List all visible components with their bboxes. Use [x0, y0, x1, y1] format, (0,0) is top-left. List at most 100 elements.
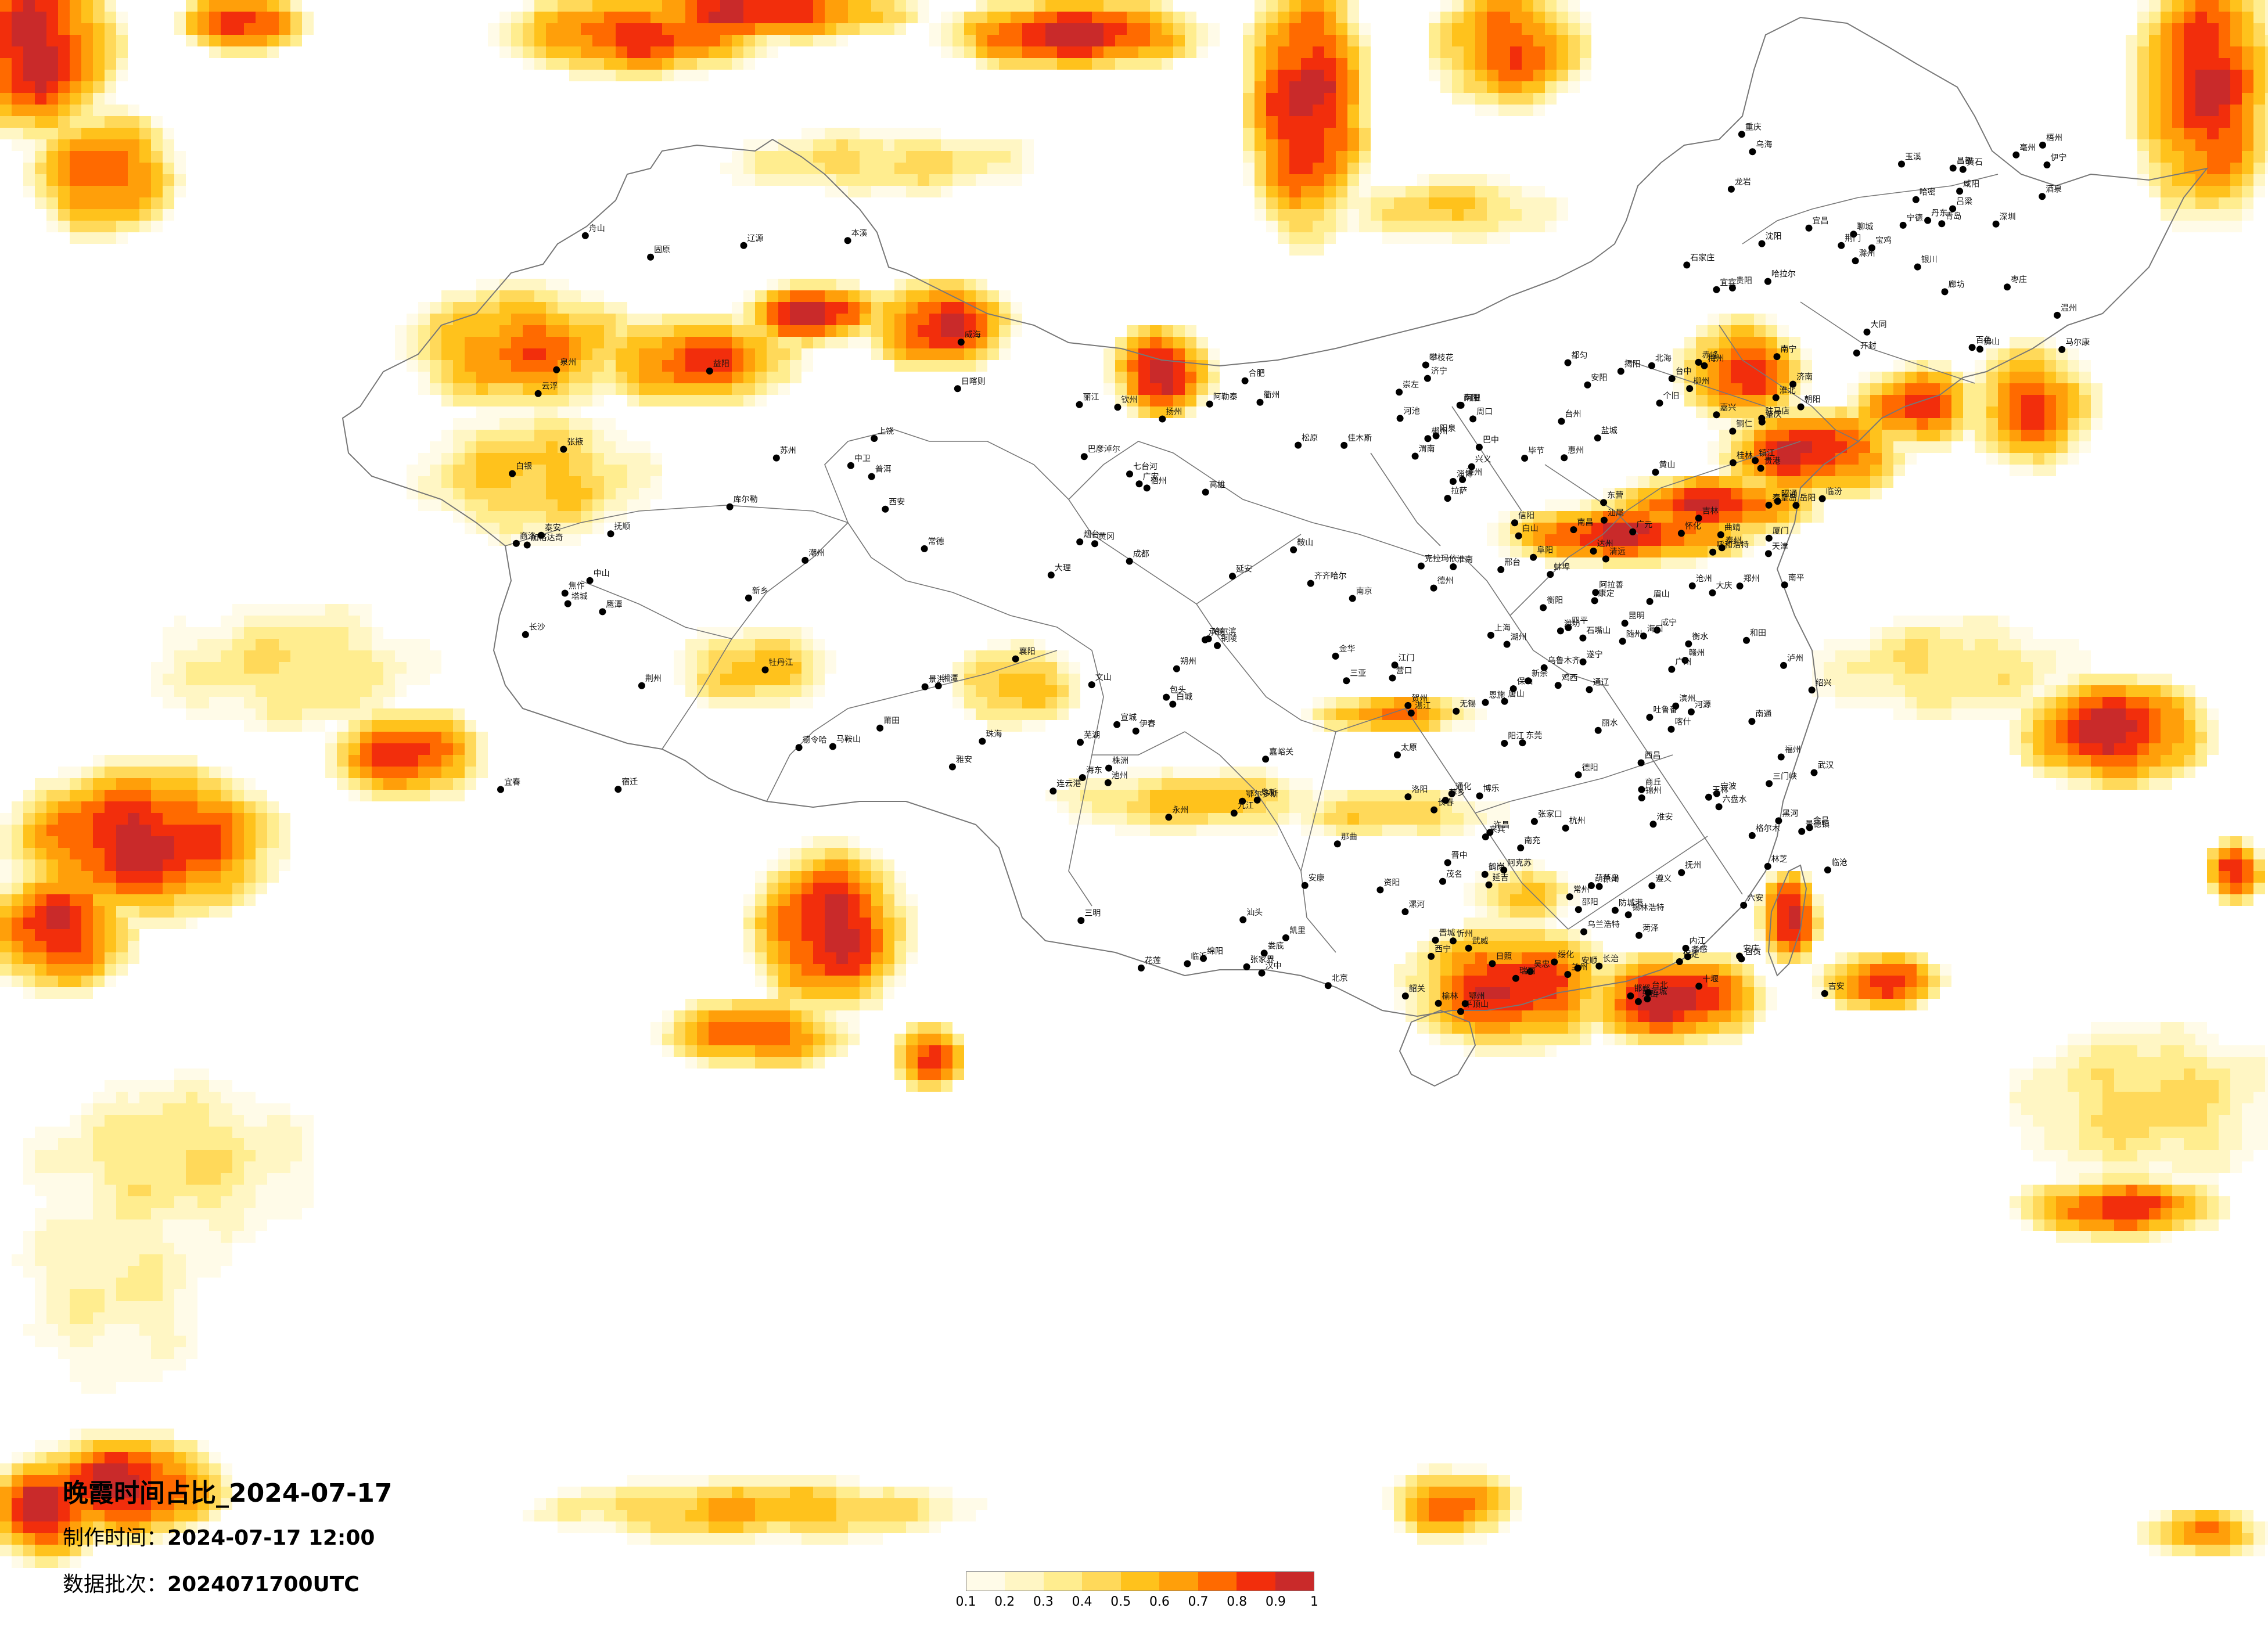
heat-cell — [2137, 70, 2149, 81]
heat-cell — [1731, 1022, 1742, 1034]
heat-cell — [58, 836, 70, 848]
heat-cell — [128, 1092, 139, 1103]
heat-cell — [871, 859, 883, 871]
heat-cell — [1162, 46, 1173, 58]
heat-cell — [569, 348, 581, 360]
heat-cell — [23, 12, 35, 23]
heat-cell — [1975, 395, 1986, 406]
heat-cell — [1487, 952, 1498, 964]
heat-cell — [697, 46, 709, 58]
heat-cell — [883, 12, 894, 23]
heat-cell — [12, 952, 23, 964]
heat-cell — [2172, 1092, 2184, 1103]
heat-cell — [1522, 952, 1533, 964]
heat-cell — [465, 453, 476, 465]
heat-cell — [2230, 883, 2242, 894]
heat-cell — [1487, 987, 1498, 999]
heat-cell — [1742, 488, 1754, 499]
heat-cell — [12, 139, 23, 151]
heat-cell — [1022, 720, 1034, 732]
heat-cell — [1057, 12, 1069, 23]
heat-cell — [2195, 58, 2207, 70]
heat-cell — [35, 197, 46, 209]
heat-cell — [894, 279, 906, 290]
heat-cell — [0, 46, 12, 58]
heat-cell — [1406, 999, 1417, 1010]
heat-cell — [2265, 1057, 2268, 1069]
heat-cell — [1580, 534, 1591, 546]
heat-cell — [755, 23, 767, 35]
heat-cell — [476, 279, 488, 290]
heat-cell — [894, 952, 906, 964]
heat-cell — [2137, 767, 2149, 778]
heat-cell — [1626, 1010, 1638, 1022]
heat-cell — [197, 790, 209, 801]
heat-cell — [70, 23, 81, 35]
heat-cell — [1301, 163, 1313, 174]
heat-cell — [1417, 174, 1429, 186]
heat-cell — [1045, 35, 1057, 46]
heat-cell — [46, 0, 58, 12]
heat-cell — [1766, 325, 1777, 337]
heat-cell — [2207, 116, 2219, 128]
heat-cell — [1917, 372, 1928, 383]
heat-cell — [81, 151, 93, 163]
heat-cell — [2068, 406, 2079, 418]
heat-cell — [1754, 325, 1766, 337]
heat-cell — [1731, 488, 1742, 499]
heat-cell — [2207, 708, 2219, 720]
heat-cell — [1870, 488, 1882, 499]
heat-cell — [1812, 976, 1824, 987]
heat-cell — [1998, 639, 2010, 650]
heat-cell — [2195, 139, 2207, 151]
heat-cell — [650, 383, 662, 395]
heat-cell — [987, 46, 999, 58]
heat-cell — [244, 848, 256, 859]
heat-cell — [81, 906, 93, 918]
heat-cell — [93, 0, 105, 12]
heat-cell — [1255, 70, 1266, 81]
heat-cell — [1313, 116, 1324, 128]
heat-cell — [1800, 453, 1812, 465]
heat-cell — [12, 105, 23, 116]
heat-cell — [953, 348, 964, 360]
heat-cell — [1789, 453, 1800, 465]
heat-cell — [801, 23, 813, 35]
heat-cell — [1127, 801, 1138, 813]
heat-cell — [139, 209, 151, 221]
heat-cell — [523, 23, 534, 35]
heat-cell — [35, 883, 46, 894]
heat-cell — [2102, 767, 2114, 778]
heat-cell — [697, 662, 709, 674]
heat-cell — [1789, 418, 1800, 430]
heat-cell — [197, 627, 209, 639]
heat-cell — [1696, 546, 1708, 557]
heat-cell — [2033, 639, 2044, 650]
heat-cell — [279, 813, 290, 825]
heat-cell — [813, 325, 825, 337]
heat-cell — [499, 314, 511, 325]
heat-cell — [999, 348, 1011, 360]
heat-cell — [1278, 197, 1289, 209]
heat-cell — [93, 58, 105, 70]
heat-cell — [1440, 81, 1452, 93]
heat-cell — [1708, 488, 1719, 499]
heat-cell — [2184, 174, 2195, 186]
heat-cell — [790, 174, 801, 186]
heat-cell — [1104, 360, 1115, 372]
heat-cell — [1522, 871, 1533, 883]
heat-cell — [2149, 186, 2161, 197]
heat-cell — [105, 790, 116, 801]
heat-cell — [1986, 685, 1998, 697]
heat-cell — [790, 941, 801, 952]
heat-cell — [1777, 383, 1789, 395]
heat-cell — [314, 708, 325, 720]
heat-cell — [174, 674, 186, 685]
heat-cell — [918, 279, 929, 290]
heat-cell — [860, 151, 871, 163]
heat-cell — [1301, 232, 1313, 244]
heat-cell — [244, 1103, 256, 1115]
heat-cell — [1045, 674, 1057, 685]
heat-cell — [662, 383, 674, 395]
heat-cell — [360, 627, 372, 639]
